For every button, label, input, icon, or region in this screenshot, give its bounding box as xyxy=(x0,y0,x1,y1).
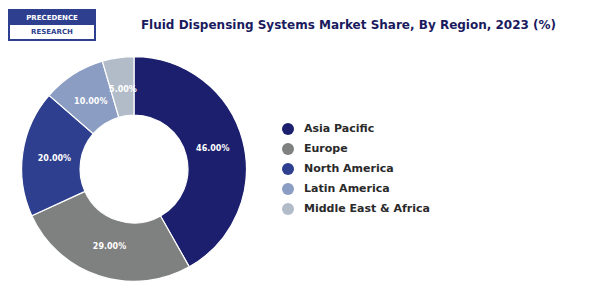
html-text:North America: North America xyxy=(304,162,394,175)
svg-text:46.00%: 46.00% xyxy=(196,144,229,153)
html-text:RESEARCH: RESEARCH xyxy=(31,28,73,36)
html-text:PRECEDENCE: PRECEDENCE xyxy=(26,14,78,22)
html-text:Latin America: Latin America xyxy=(304,182,390,195)
html-text:Europe: Europe xyxy=(304,142,348,155)
html-text:Asia Pacific: Asia Pacific xyxy=(304,122,375,135)
html-text:Middle East & Africa: Middle East & Africa xyxy=(304,202,430,215)
svg-text:29.00%: 29.00% xyxy=(93,242,126,251)
svg-text:10.00%: 10.00% xyxy=(74,96,107,105)
html-text:Fluid Dispensing Systems Marke: Fluid Dispensing Systems Market Share, B… xyxy=(140,18,557,32)
svg-text:5.00%: 5.00% xyxy=(109,84,137,93)
svg-text:20.00%: 20.00% xyxy=(38,153,71,162)
